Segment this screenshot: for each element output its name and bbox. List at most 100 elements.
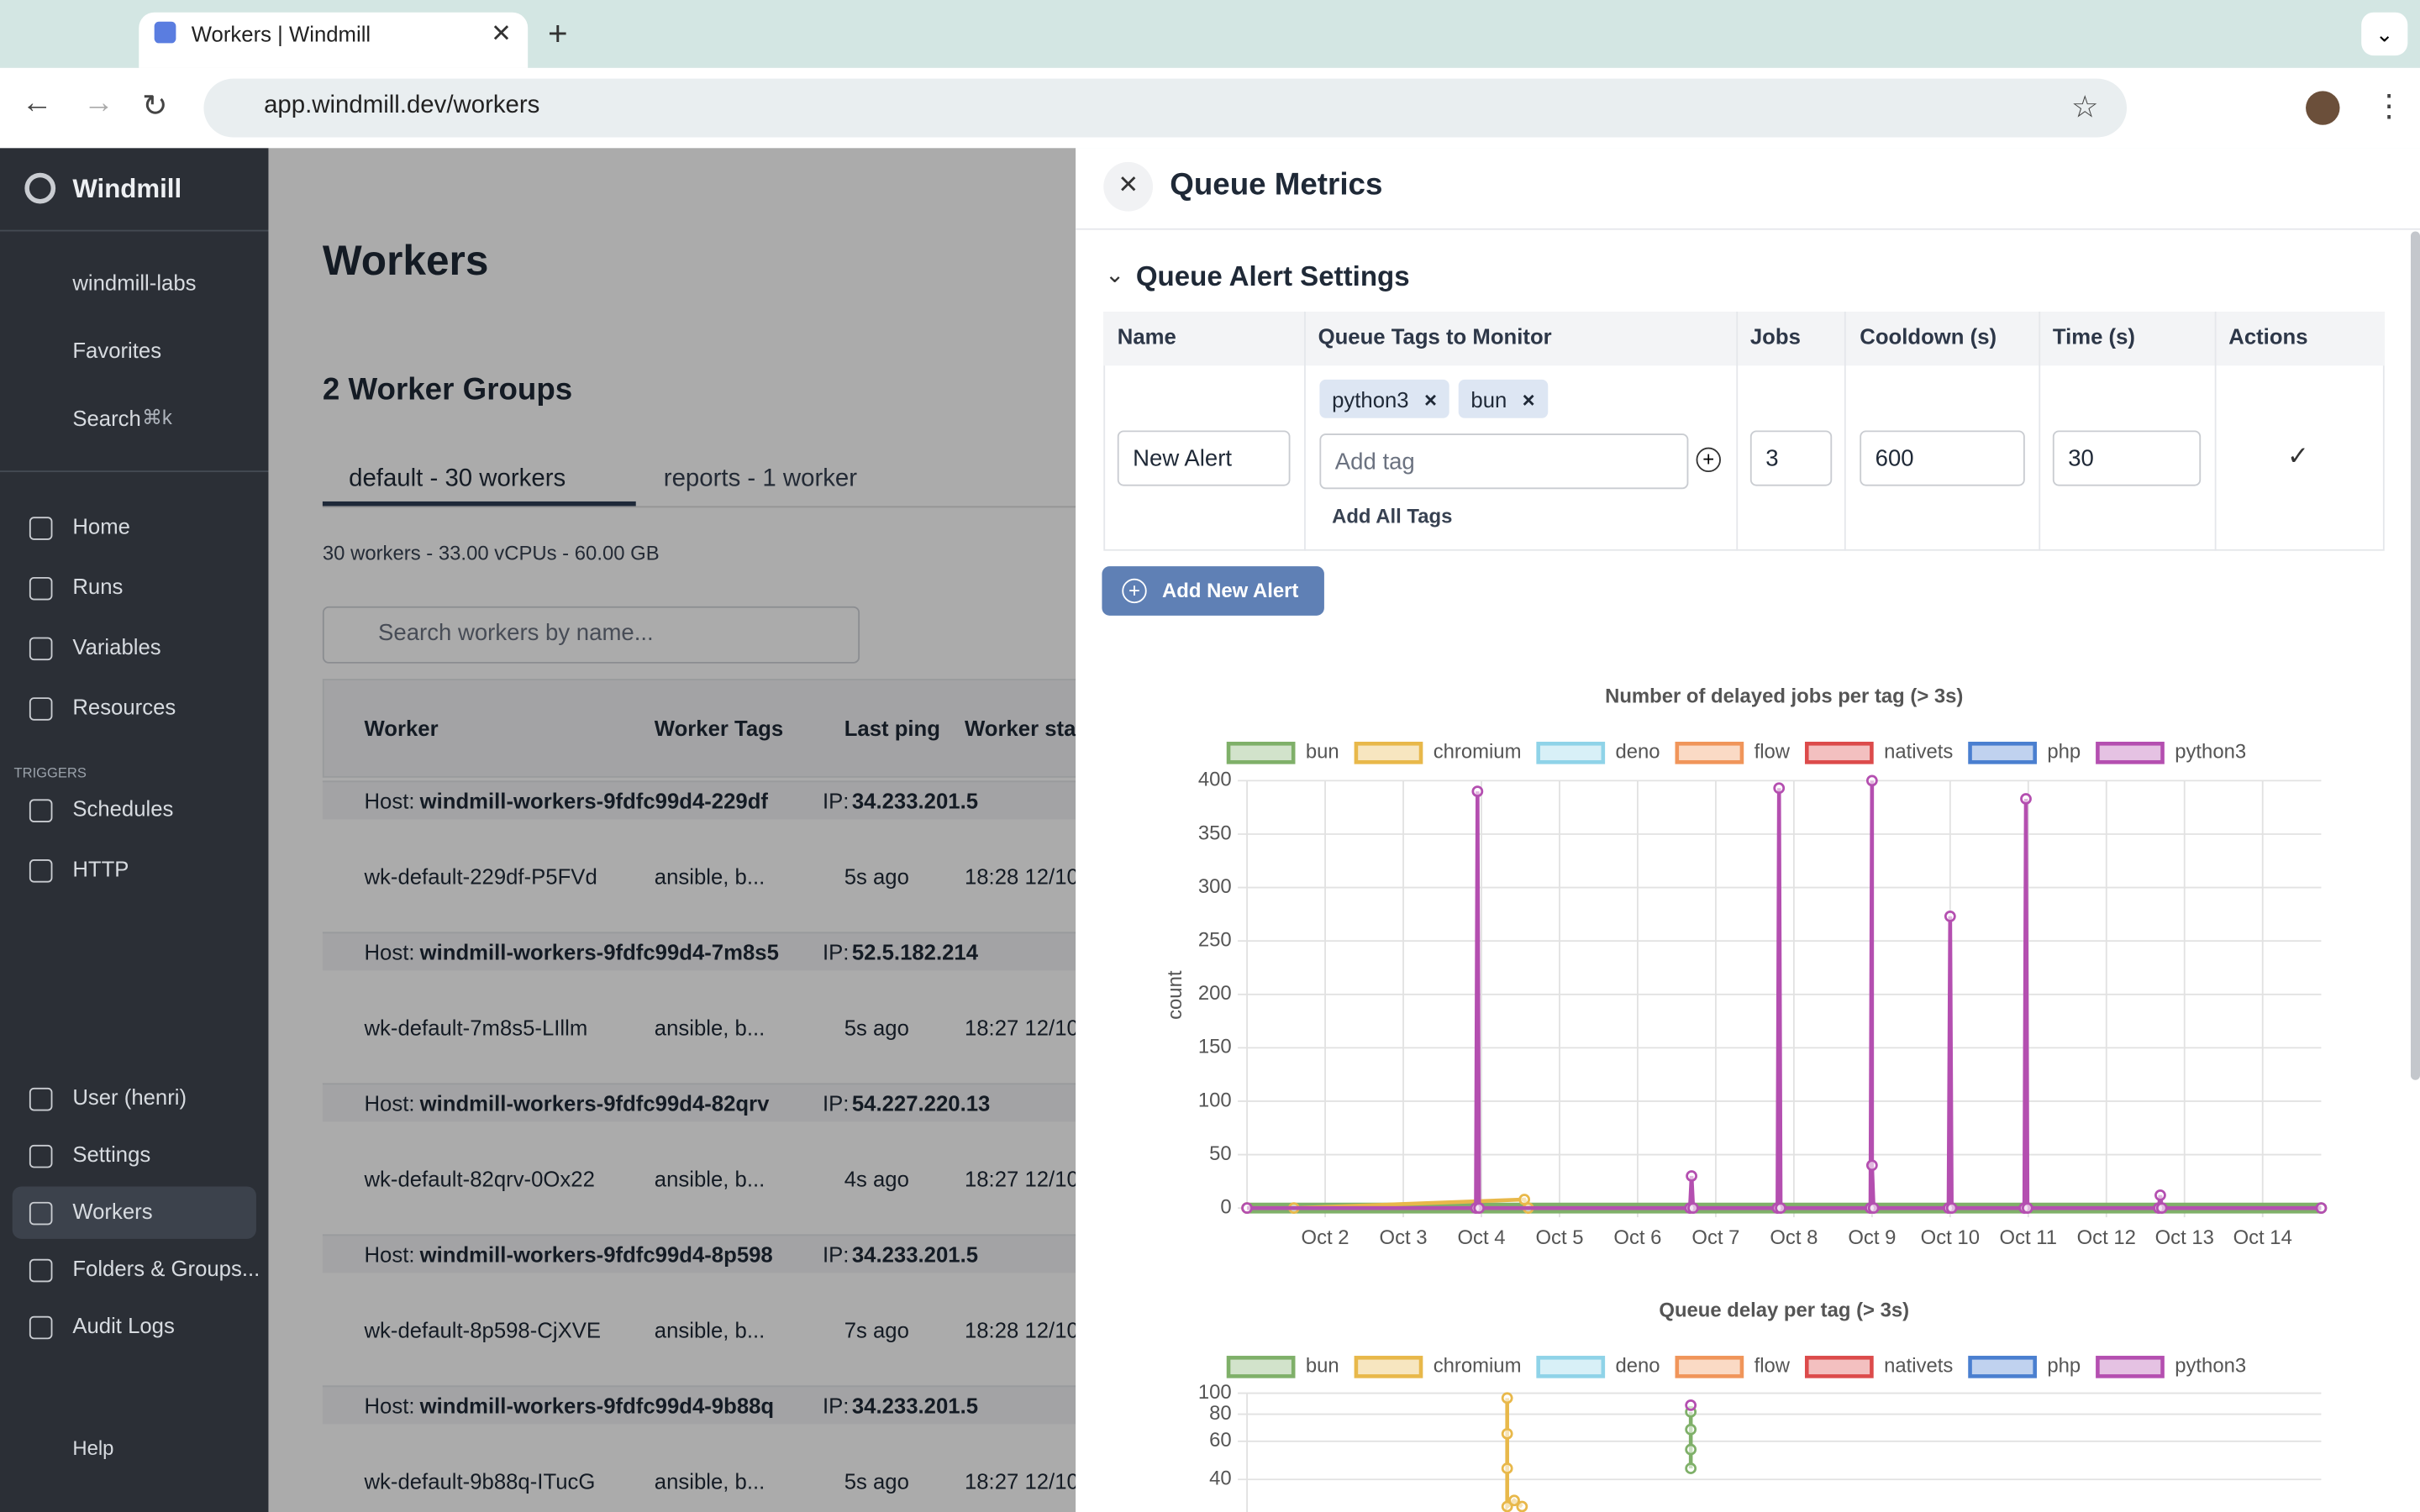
x-tick-label: Oct 13 (2155, 1226, 2214, 1249)
tab-title: Workers | Windmill (191, 21, 371, 47)
host-row-bg (322, 932, 1076, 971)
tag-remove[interactable]: × (1423, 386, 1438, 412)
nav-item[interactable]: Workers (72, 1199, 153, 1224)
nav-item[interactable]: User (henri) (72, 1084, 187, 1110)
overlay[interactable] (268, 148, 1076, 1512)
legend-label: python3 (2175, 741, 2246, 764)
cooldown-input[interactable]: 600 (1860, 430, 2025, 486)
worker-name[interactable]: wk-default-82qrv-0Ox22 (364, 1166, 595, 1191)
ip-label: IP: (822, 1393, 850, 1418)
worker-search[interactable] (322, 606, 860, 664)
nav-item[interactable]: HTTP (72, 856, 129, 881)
worker-name[interactable]: wk-default-7m8s5-LIllm (364, 1015, 588, 1040)
nav-item[interactable]: Settings (72, 1142, 151, 1167)
search[interactable]: Search (72, 406, 141, 431)
tab[interactable] (139, 12, 529, 68)
nav-item[interactable]: Folders & Groups... (72, 1256, 260, 1281)
host-label: Host: (364, 939, 415, 964)
ip: 52.5.182.214 (851, 939, 979, 964)
data-point (1501, 1427, 1513, 1440)
legend-label: chromium (1434, 741, 1522, 764)
data-point (1685, 1399, 1697, 1411)
nav-item[interactable]: Home (72, 513, 130, 539)
worker-name[interactable]: wk-default-9b88q-ITucG (364, 1468, 596, 1494)
worker-start: 18:28 12/10 (964, 864, 1076, 889)
profile-avatar[interactable] (2306, 91, 2340, 125)
workspace[interactable]: windmill-labs (72, 270, 197, 295)
group-tab[interactable]: reports - 1 worker (663, 465, 858, 492)
collapse-chevron[interactable]: ⌄ (1105, 262, 1125, 289)
add-tag-button[interactable]: + (1696, 447, 1721, 473)
back-button[interactable]: ← (21, 86, 53, 121)
data-point (1867, 1202, 1880, 1215)
group-tab[interactable]: default - 30 workers (349, 465, 566, 492)
tag-input[interactable]: Add tag (1319, 433, 1689, 490)
help[interactable]: Help (72, 1436, 114, 1460)
favorites[interactable]: Favorites (72, 338, 162, 363)
legend-label: bun (1306, 741, 1339, 764)
close-button[interactable]: ✕ (1103, 161, 1154, 212)
add-alert-label: Add New Alert (1162, 578, 1299, 602)
host-label: Host: (364, 1090, 415, 1116)
tab-close[interactable]: ✕ (491, 21, 512, 48)
y-axis-label: count (1164, 970, 1186, 1020)
tag-remove[interactable]: × (1522, 386, 1535, 412)
charts: Number of delayed jobs per tag (> 3s) bun… (1164, 685, 2328, 1512)
worker-start: 18:28 12/10 (964, 1317, 1076, 1342)
legend-swatch (1354, 1356, 1423, 1378)
data-point (1241, 1202, 1253, 1215)
last-ping: 7s ago (844, 1317, 909, 1342)
nav-item[interactable]: Schedules (72, 795, 174, 822)
host-label: Host: (364, 788, 415, 813)
nav-item[interactable]: Audit Logs (72, 1313, 175, 1338)
host-name: windmill-workers-9fdfc99d4-7m8s5 (419, 939, 779, 964)
alert-name-input[interactable]: New Alert (1117, 430, 1291, 486)
time-input[interactable]: 30 (2052, 430, 2202, 486)
legend-swatch (1968, 1356, 2037, 1378)
nav-item[interactable]: Runs (72, 574, 124, 599)
save-check[interactable]: ✓ (2287, 441, 2310, 471)
bookmark-star[interactable]: ☆ (2070, 91, 2099, 125)
tab-menu[interactable]: ⌄ (2361, 12, 2408, 56)
data-point (1685, 1443, 1697, 1456)
jobs-input[interactable]: 3 (1749, 430, 1833, 486)
drawer: ✕ Queue Metrics ⌄ Queue Alert Settings N… (1076, 148, 2420, 1512)
legend-swatch (1226, 742, 1296, 764)
worker-name[interactable]: wk-default-229df-P5FVd (364, 864, 597, 889)
legend-swatch (1804, 742, 1874, 764)
search-placeholder: Search workers by name... (378, 620, 654, 647)
summary: 30 workers - 33.00 vCPUs - 60.00 GB (322, 541, 660, 565)
legend-swatch (2096, 742, 2165, 764)
nav-icon (29, 576, 53, 601)
x-tick-label: Oct 4 (1457, 1226, 1505, 1249)
worker-name[interactable]: wk-default-8p598-CjXVE (364, 1317, 602, 1342)
brand: Windmill (72, 174, 182, 204)
host-name: windmill-workers-9fdfc99d4-8p598 (419, 1242, 773, 1267)
nav-icon (29, 1315, 53, 1340)
nav-item[interactable]: Variables (72, 633, 161, 659)
worker-tags: ansible, b... (654, 1317, 765, 1342)
legend-label: php (2047, 1355, 2081, 1378)
legend-label: deno (1616, 741, 1660, 764)
address-bar[interactable] (203, 78, 2128, 138)
browser-menu[interactable]: ⋮ (2373, 89, 2405, 123)
add-all-tags[interactable]: Add All Tags (1332, 504, 1453, 528)
active-item-bg (12, 1186, 256, 1239)
data-point (1687, 1202, 1699, 1215)
triggers-label: TRIGGERS (13, 765, 87, 781)
forward-button[interactable]: → (83, 86, 114, 121)
worker-start: 18:27 12/10 (964, 1468, 1076, 1494)
drawer-header-line (1076, 228, 2420, 230)
section-title[interactable]: Queue Alert Settings (1135, 260, 1410, 292)
new-tab[interactable]: + (548, 13, 568, 53)
scrollbar[interactable] (2410, 231, 2420, 1080)
nav-icon (29, 859, 53, 883)
last-ping: 5s ago (844, 864, 909, 889)
nav-item[interactable]: Resources (72, 694, 176, 719)
legend-label: php (2047, 741, 2081, 764)
nav-icon (29, 697, 53, 721)
reload-button[interactable]: ↻ (141, 89, 168, 123)
y-tick-label: 350 (1198, 822, 1232, 844)
worker-start: 18:27 12/10 (964, 1015, 1076, 1040)
legend-swatch (1354, 742, 1423, 764)
